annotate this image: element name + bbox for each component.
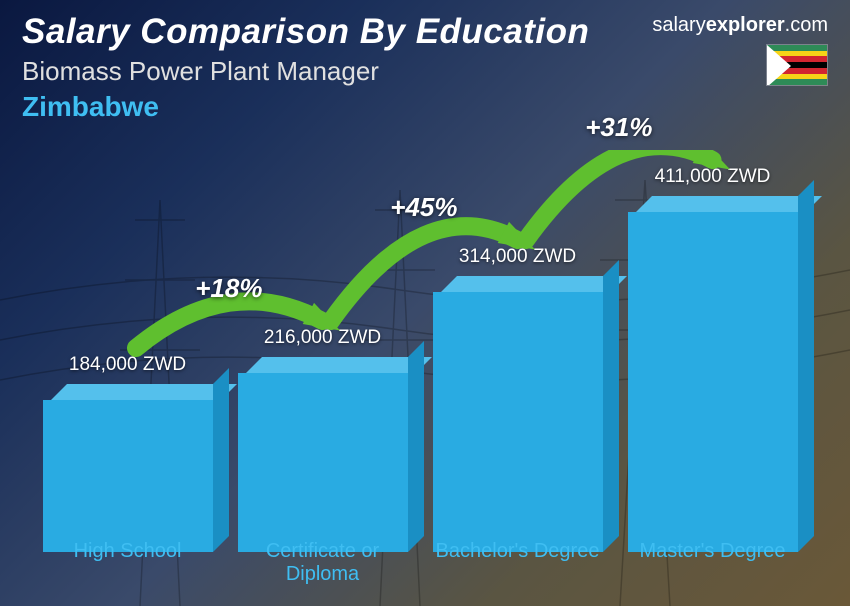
increase-arrow-icon	[40, 150, 800, 590]
country-name: Zimbabwe	[22, 91, 828, 123]
increase-percentage: +31%	[585, 112, 652, 143]
country-flag-icon	[766, 44, 828, 86]
salary-bar-chart: 184,000 ZWD 216,000 ZWD 314,000 ZWD 411,…	[40, 150, 800, 586]
brand-logo: salaryexplorer.com	[652, 14, 828, 37]
job-title: Biomass Power Plant Manager	[22, 56, 828, 87]
